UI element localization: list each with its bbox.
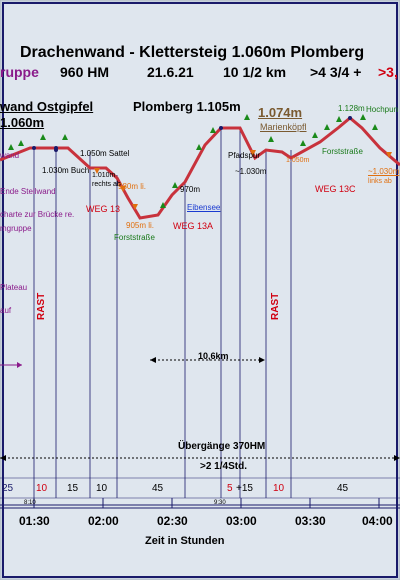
note-sattel: 1.050m Sattel [80, 149, 130, 158]
distance-total: 10,6km [198, 351, 229, 361]
vertical-lines [33, 128, 292, 498]
note-1030c: ~1.030m [368, 167, 400, 176]
note-hochpun: Hochpun [366, 105, 399, 114]
note-charte: charte zur Brücke re. [0, 210, 75, 219]
note-pfadspur: Pfadspur [228, 151, 261, 160]
peak-marienkoepfl-name: Marienköpfl [260, 122, 307, 132]
label-forststrasse-2: Forststraße [322, 147, 363, 156]
peak-marienkoepfl-elev: 1.074m [258, 105, 303, 120]
rast-label-1: RAST [36, 292, 47, 320]
group-label: ruppe [0, 64, 39, 80]
ascent-arrows [8, 114, 378, 208]
time-tick-label: 03:30 [295, 514, 326, 528]
profile-markers [32, 116, 352, 152]
note-1010: 1.010m [92, 172, 116, 179]
time-tick-label: 04:00 [362, 514, 393, 528]
diagram-title: Drachenwand - Klettersteig 1.060m Plombe… [20, 44, 365, 61]
distance-km: 10 1/2 km [223, 64, 287, 80]
duration-extra: >3, [378, 64, 398, 80]
segment-time: 25 [2, 483, 14, 494]
time-tick-label: 03:00 [226, 514, 257, 528]
rast-label-2: RAST [270, 292, 281, 320]
date-label: 21.6.21 [147, 64, 194, 80]
time-tick-label: 02:30 [157, 514, 188, 528]
note-1030b: ~1.030m [235, 167, 267, 176]
segment-time: 5 [227, 483, 233, 494]
duration-label: >4 3/4 + [310, 64, 362, 80]
note-wand: wand [0, 151, 20, 160]
label-weg13c: WEG 13C [315, 184, 356, 194]
segment-time: +15 [236, 483, 253, 494]
segment-time: 10 [96, 483, 108, 494]
profile-line [0, 116, 400, 220]
note-plateau: Plateau [0, 283, 28, 292]
transitions-time: >2 1/4Std. [200, 461, 247, 472]
segment-time: 45 [337, 483, 349, 494]
note-970: 970m [180, 185, 201, 194]
label-eibensee: Eibensee [187, 203, 221, 212]
descent-arrows [94, 150, 392, 210]
segment-time: 10 [273, 483, 285, 494]
note-buch: 1.030m Buch [42, 166, 90, 175]
peak-plomberg: Plomberg 1.105m [133, 99, 241, 114]
peak-ostgipfel-name: wand Ostgipfel [0, 99, 94, 114]
transitions-label: Übergänge 370HM [178, 441, 266, 452]
note-links-ab: links ab [368, 178, 392, 185]
note-980: 980m li. [118, 182, 147, 191]
note-rechts-ab: rechts ab [92, 181, 121, 188]
clock-time: 8:10 [24, 500, 36, 506]
note-1050r: 1.050m [286, 157, 310, 164]
time-tick-label: 01:30 [19, 514, 50, 528]
x-axis-label: Zeit in Stunden [145, 535, 225, 547]
peak-ostgipfel-elev: 1.060m [0, 115, 45, 130]
label-weg13: WEG 13 [86, 204, 121, 214]
note-auf: auf [0, 306, 12, 315]
label-weg13a: WEG 13A [173, 221, 214, 231]
segment-time: 15 [67, 483, 79, 494]
segment-time: 10 [36, 483, 48, 494]
time-ticks [33, 498, 380, 508]
elevation-gain: 960 HM [60, 64, 110, 80]
time-tick-label: 02:00 [88, 514, 119, 528]
note-1128: 1.128m [338, 104, 365, 113]
note-mgruppe: mgruppe [0, 224, 32, 233]
clock-time: 9:30 [214, 500, 226, 506]
label-forststrasse-1: Forststraße [114, 233, 155, 242]
note-ende-steilwand: Ende Steilwand [0, 187, 56, 196]
segment-time: 45 [152, 483, 164, 494]
note-905: 905m li. [126, 221, 155, 230]
